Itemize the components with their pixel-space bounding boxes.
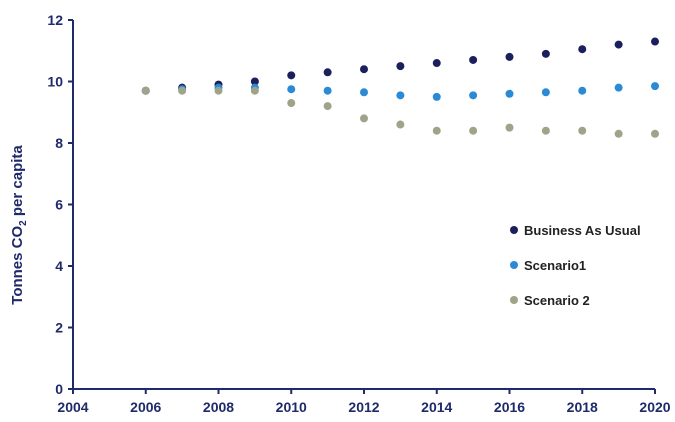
data-point	[432, 92, 441, 101]
data-point	[651, 37, 659, 46]
x-tick-label: 2016	[494, 399, 525, 415]
y-axis-title-prefix: Tonnes CO	[9, 226, 26, 305]
data-point	[360, 65, 368, 74]
legend-label: Scenario 2	[524, 293, 590, 308]
data-point	[614, 83, 623, 92]
series-1	[141, 37, 659, 95]
x-tick-label: 2010	[276, 399, 307, 415]
data-point	[469, 55, 478, 64]
legend-item: Scenario1	[510, 258, 586, 273]
legend-label: Scenario1	[524, 258, 586, 273]
series-layer	[141, 37, 659, 138]
y-tick-label: 4	[55, 258, 63, 274]
data-point	[250, 77, 259, 86]
data-point	[541, 88, 550, 97]
legend-item: Business As Usual	[510, 223, 641, 238]
x-tick-label: 2012	[348, 399, 379, 415]
y-tick-label: 0	[55, 381, 63, 397]
data-point	[287, 71, 296, 80]
data-point	[178, 86, 187, 95]
data-point	[323, 68, 332, 77]
data-point	[578, 126, 587, 135]
data-point	[323, 102, 332, 111]
data-point	[323, 86, 332, 95]
x-tick-label: 2004	[57, 399, 88, 415]
y-tick-label: 10	[47, 74, 63, 90]
data-point	[614, 129, 623, 138]
y-tick-label: 6	[55, 197, 63, 213]
data-point	[396, 91, 405, 100]
data-point	[141, 86, 150, 95]
data-point	[287, 99, 296, 108]
axes-layer	[72, 20, 655, 390]
y-tick-label: 8	[55, 135, 63, 151]
data-point	[541, 126, 550, 135]
legend-marker	[510, 296, 518, 304]
data-point	[541, 49, 550, 58]
legend-label: Business As Usual	[524, 223, 641, 238]
data-point	[505, 89, 514, 98]
data-point	[396, 62, 405, 71]
data-point	[651, 82, 659, 91]
data-point	[250, 86, 259, 95]
x-tick-label: 2006	[130, 399, 161, 415]
y-tick-label: 2	[55, 320, 63, 336]
tick-layer: 0 2 4 6 8 10 12 2004 2006 2008 2010 2012 2014 2016 201…	[47, 12, 670, 415]
data-point	[651, 129, 659, 138]
data-point	[505, 123, 514, 132]
data-point	[469, 91, 478, 100]
data-point	[469, 126, 478, 135]
y-axis-title-subscript: 2	[18, 220, 29, 226]
data-point	[396, 120, 405, 129]
y-axis-title-suffix: per capita	[9, 145, 26, 221]
data-point	[360, 114, 368, 123]
data-point	[360, 88, 368, 97]
data-point	[578, 86, 587, 95]
legend-marker	[510, 261, 518, 269]
x-tick-label: 2020	[639, 399, 670, 415]
x-tick-label: 2018	[567, 399, 598, 415]
data-point	[505, 52, 514, 61]
data-point	[614, 40, 623, 49]
legend-marker	[510, 226, 518, 234]
data-point	[578, 45, 587, 54]
x-tick-label: 2014	[421, 399, 452, 415]
data-point	[287, 85, 296, 94]
y-axis-title: Tonnes CO2 per capita	[9, 145, 29, 305]
y-tick-label: 12	[47, 12, 63, 28]
data-point	[432, 59, 441, 68]
data-point	[214, 86, 223, 95]
data-point	[432, 126, 441, 135]
series-3	[141, 86, 659, 138]
x-tick-label: 2008	[203, 399, 234, 415]
legend-item: Scenario 2	[510, 293, 590, 308]
legend: Business As Usual Scenario1 Scenario 2	[510, 223, 641, 308]
